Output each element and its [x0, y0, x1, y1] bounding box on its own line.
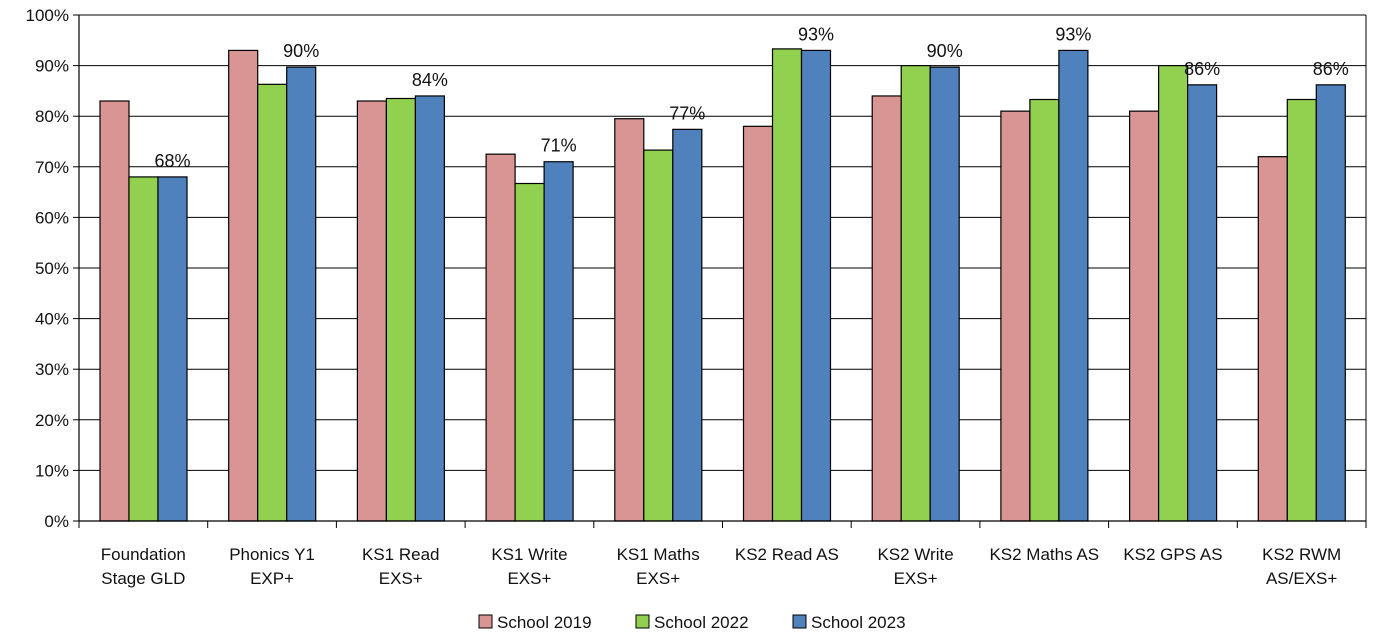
- data-label: 93%: [1055, 24, 1091, 44]
- bar: [1128, 110, 1160, 522]
- bar: [1315, 84, 1346, 522]
- data-label: 77%: [669, 103, 705, 123]
- x-tick-label-line: KS2 Maths AS: [989, 545, 1099, 564]
- bar: [929, 66, 960, 522]
- legend-label: School 2022: [654, 613, 749, 632]
- bar: [485, 153, 516, 522]
- bar: [1257, 156, 1288, 522]
- x-tick-label-line: Phonics Y1: [229, 545, 315, 564]
- legend-swatch: [478, 614, 493, 629]
- bar: [385, 97, 416, 522]
- bar: [1000, 110, 1031, 522]
- x-tick-label: KS2 Write EXS+: [877, 545, 953, 588]
- x-tick-label-line: KS1 Read: [362, 545, 440, 564]
- x-tick-label: Phonics Y1 EXP+: [229, 545, 315, 588]
- x-tick-label: KS2 Maths AS: [989, 545, 1099, 564]
- y-tick-label: 10%: [35, 461, 69, 480]
- legend-label: School 2019: [497, 613, 592, 632]
- x-tick-label-line: EXS+: [507, 569, 551, 588]
- legend-label: School 2023: [811, 613, 906, 632]
- bar: [514, 182, 545, 522]
- x-tick-label-line: KS2 Read AS: [735, 545, 839, 564]
- x-tick-label-line: Foundation: [101, 545, 186, 564]
- bar: [286, 66, 317, 522]
- bar: [157, 176, 188, 522]
- legend-swatch: [635, 614, 650, 629]
- x-tick-label: KS1 Write EXS+: [491, 545, 567, 588]
- data-label: 68%: [154, 151, 190, 171]
- legend-swatch: [792, 614, 807, 629]
- bar: [800, 49, 832, 522]
- bar: [128, 176, 159, 522]
- bar: [414, 95, 445, 522]
- y-tick-label: 0%: [44, 512, 69, 531]
- bar: [614, 118, 645, 522]
- x-tick-label: KS1 Read EXS+: [362, 545, 440, 588]
- x-tick-label-line: AS/EXS+: [1266, 569, 1337, 588]
- bar: [771, 48, 803, 522]
- bar-series: [99, 48, 1346, 522]
- bar: [1157, 64, 1189, 522]
- x-tick-label: KS2 GPS AS: [1123, 545, 1222, 564]
- x-tick-label-line: KS1 Maths: [617, 545, 700, 564]
- data-labels: 68% 90% 84% 71% 77% 93% 90% 93% 86% 86%: [154, 24, 1348, 171]
- y-tick-label: 30%: [35, 360, 69, 379]
- data-label: 86%: [1184, 59, 1220, 79]
- bar: [228, 49, 259, 522]
- x-tick-label-line: EXS+: [379, 569, 423, 588]
- x-tick-label-line: KS2 RWM: [1262, 545, 1341, 564]
- x-tick-label: KS2 RWM AS/EXS+: [1262, 545, 1341, 588]
- y-axis-tick-labels: 0% 10% 20% 30% 40% 50% 60% 70% 80% 90% 100%: [26, 6, 69, 531]
- bar: [356, 100, 387, 522]
- bar: [99, 100, 130, 522]
- y-tick-label: 40%: [35, 310, 69, 329]
- x-tick-label: KS2 Read AS: [735, 545, 839, 564]
- x-tick-label: Foundation Stage GLD: [101, 545, 186, 588]
- x-tick-label-line: EXS+: [894, 569, 938, 588]
- x-axis-tick-labels: Foundation Stage GLD Phonics Y1 EXP+ KS1 Rea…: [101, 545, 1341, 588]
- bar: [543, 161, 574, 522]
- x-tick-label-line: KS1 Write: [491, 545, 567, 564]
- bar: [1029, 98, 1060, 522]
- bar: [1186, 84, 1218, 522]
- axes: [73, 14, 1367, 528]
- x-tick-label: KS1 Maths EXS+: [617, 545, 700, 588]
- data-label: 86%: [1313, 59, 1349, 79]
- y-tick-label: 100%: [26, 6, 69, 25]
- y-tick-label: 70%: [35, 158, 69, 177]
- bar: [672, 128, 703, 522]
- bar: [900, 64, 931, 522]
- bar: [871, 95, 902, 522]
- y-tick-label: 90%: [35, 57, 69, 76]
- x-tick-label-line: Stage GLD: [101, 569, 185, 588]
- bar: [1058, 49, 1089, 522]
- data-label: 71%: [541, 136, 577, 156]
- x-tick-label-line: EXS+: [636, 569, 680, 588]
- data-label: 84%: [412, 70, 448, 90]
- x-tick-label-line: EXP+: [250, 569, 294, 588]
- legend: School 2019 School 2022 School 2023: [478, 613, 906, 632]
- y-tick-label: 60%: [35, 208, 69, 227]
- x-tick-label-line: KS2 GPS AS: [1123, 545, 1222, 564]
- bar: [257, 83, 288, 522]
- bar: [1286, 98, 1317, 522]
- bar: [643, 149, 674, 522]
- x-tick-label-line: KS2 Write: [877, 545, 953, 564]
- data-label: 93%: [798, 24, 834, 44]
- y-tick-label: 80%: [35, 107, 69, 126]
- data-label: 90%: [283, 41, 319, 61]
- bar: [742, 125, 774, 522]
- data-label: 90%: [927, 41, 963, 61]
- y-tick-label: 20%: [35, 411, 69, 430]
- y-tick-label: 50%: [35, 259, 69, 278]
